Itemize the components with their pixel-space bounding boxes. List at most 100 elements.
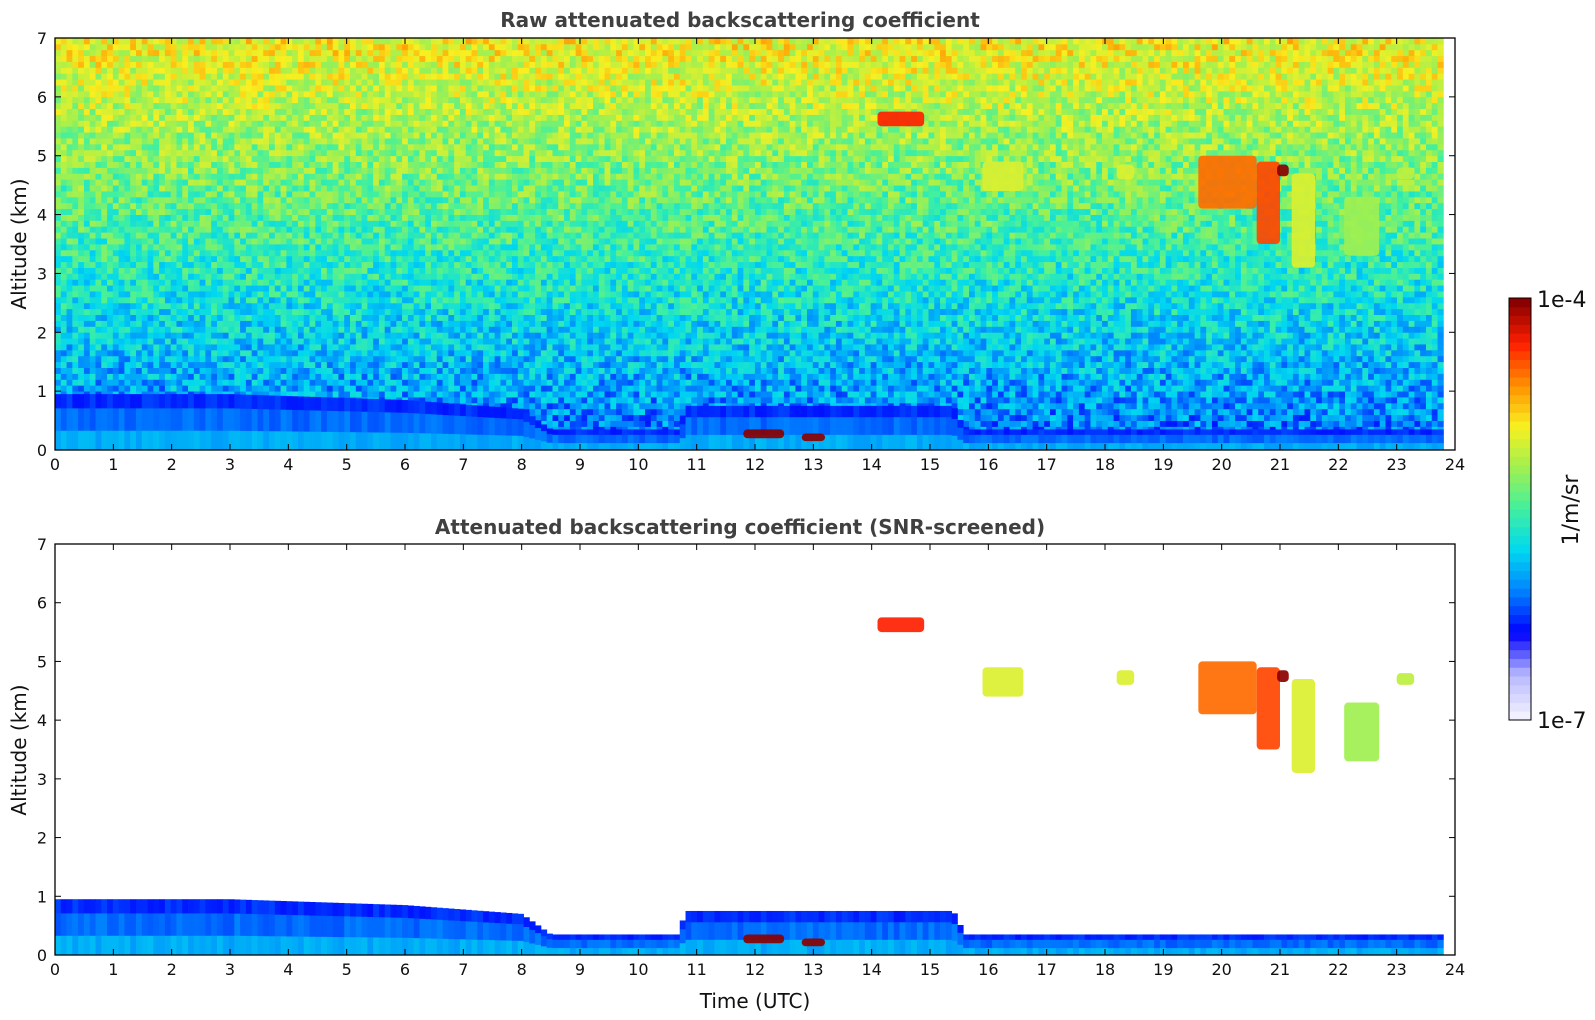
noise-cell — [355, 55, 362, 62]
noise-cell — [361, 208, 368, 215]
noise-cell — [141, 214, 148, 221]
noise-cell — [419, 120, 426, 127]
noise-cell — [78, 379, 85, 386]
noise-cell — [135, 226, 143, 233]
noise-cell — [292, 232, 299, 239]
noise-cell — [147, 238, 154, 245]
noise-cell — [66, 161, 73, 168]
noise-cell — [425, 332, 432, 339]
noise-cell — [292, 332, 299, 339]
noise-cell — [280, 49, 287, 57]
noise-cell — [153, 202, 160, 210]
noise-cell — [176, 267, 183, 274]
noise-cell — [240, 114, 247, 121]
noise-cell — [240, 285, 247, 292]
noise-cell — [309, 232, 316, 239]
noise-cell — [176, 214, 183, 221]
noise-cell — [72, 143, 79, 151]
noise-cell — [182, 43, 189, 51]
noise-cell — [269, 79, 276, 86]
noise-cell — [378, 149, 386, 157]
noise-cell — [257, 314, 264, 321]
noise-cell — [182, 349, 189, 357]
noise-cell — [60, 355, 67, 363]
noise-cell — [78, 132, 85, 139]
noise-cell — [159, 296, 166, 304]
noise-cell — [251, 326, 258, 333]
noise-cell — [402, 108, 409, 115]
noise-cell — [309, 49, 316, 57]
noise-cell — [297, 226, 305, 233]
noise-cell — [326, 279, 334, 286]
noise-cell — [176, 196, 183, 204]
noise-cell — [153, 355, 160, 363]
noise-cell — [188, 344, 195, 351]
noise-cell — [72, 102, 79, 110]
noise-cell — [95, 367, 102, 374]
noise-cell — [222, 320, 229, 327]
noise-cell — [280, 38, 287, 45]
noise-cell — [274, 179, 281, 186]
noise-cell — [222, 85, 229, 92]
noise-cell — [309, 202, 316, 210]
noise-cell — [245, 196, 253, 204]
noise-cell — [344, 385, 351, 392]
noise-cell — [141, 126, 148, 133]
noise-cell — [240, 291, 247, 298]
noise-cell — [407, 49, 415, 57]
noise-cell — [124, 296, 131, 304]
noise-cell — [83, 355, 91, 363]
noise-cell — [286, 279, 293, 286]
noise-cell — [459, 379, 467, 386]
noise-cell — [107, 367, 114, 374]
noise-cell — [390, 349, 397, 357]
noise-cell — [72, 108, 79, 115]
noise-cell — [101, 96, 108, 104]
noise-cell — [130, 226, 137, 233]
noise-cell — [193, 85, 201, 92]
noise-cell — [240, 261, 247, 268]
noise-cell — [101, 126, 108, 133]
noise-cell — [112, 267, 120, 274]
noise-cell — [245, 102, 253, 110]
noise-cell — [269, 220, 276, 227]
noise-cell — [130, 326, 137, 333]
noise-cell — [112, 244, 120, 251]
noise-cell — [402, 126, 409, 133]
noise-cell — [153, 296, 160, 304]
noise-cell — [269, 196, 276, 204]
noise-cell — [107, 285, 114, 292]
noise-cell — [378, 120, 386, 127]
noise-cell — [257, 38, 264, 45]
noise-cell — [182, 314, 189, 321]
noise-cell — [222, 114, 229, 121]
noise-cell — [170, 149, 177, 157]
noise-cell — [419, 114, 426, 121]
noise-cell — [193, 232, 201, 239]
noise-cell — [130, 173, 137, 180]
noise-cell — [159, 355, 166, 363]
noise-cell — [378, 73, 386, 80]
noise-cell — [112, 344, 120, 351]
noise-cell — [240, 132, 247, 139]
noise-cell — [240, 344, 247, 351]
noise-cell — [66, 108, 73, 115]
noise-cell — [338, 279, 345, 286]
noise-cell — [118, 238, 125, 245]
noise-cell — [257, 67, 264, 74]
noise-cell — [118, 155, 125, 162]
noise-cell — [182, 373, 189, 380]
noise-cell — [384, 255, 391, 263]
noise-cell — [147, 220, 154, 227]
noise-cell — [60, 238, 67, 245]
noise-cell — [442, 202, 449, 210]
noise-cell — [78, 308, 85, 316]
noise-cell — [107, 226, 114, 233]
noise-cell — [78, 61, 85, 68]
noise-cell — [361, 261, 368, 268]
noise-cell — [309, 132, 316, 139]
noise-cell — [274, 391, 281, 398]
noise-cell — [459, 273, 467, 280]
noise-cell — [55, 320, 62, 327]
noise-cell — [280, 167, 287, 174]
